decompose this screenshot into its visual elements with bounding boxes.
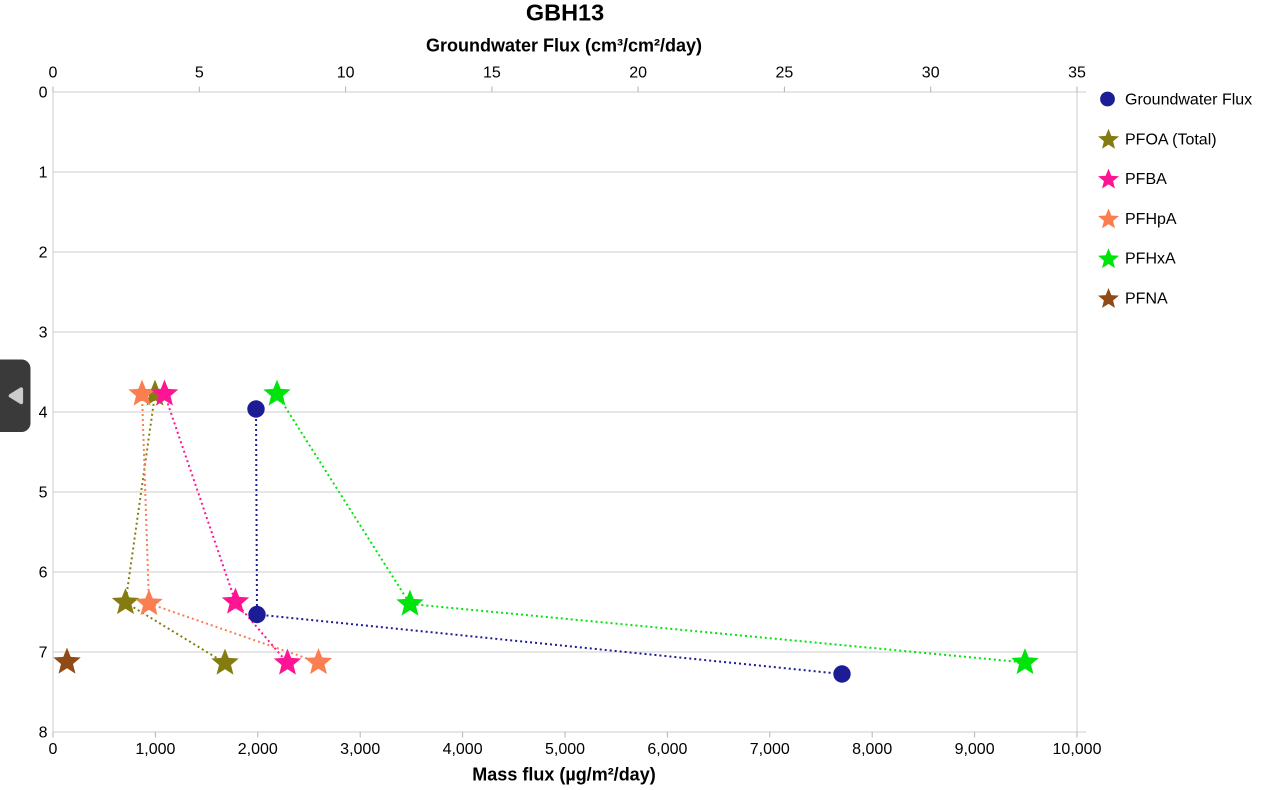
- svg-text:2: 2: [39, 245, 48, 262]
- svg-text:10,000: 10,000: [1053, 741, 1102, 758]
- svg-text:9,000: 9,000: [955, 741, 995, 758]
- svg-text:3,000: 3,000: [340, 741, 380, 758]
- svg-text:25: 25: [776, 65, 794, 82]
- svg-text:20: 20: [629, 65, 647, 82]
- svg-text:Groundwater Flux (cm³/cm²/day): Groundwater Flux (cm³/cm²/day): [426, 36, 702, 56]
- svg-text:5,000: 5,000: [545, 741, 585, 758]
- svg-text:10: 10: [337, 65, 355, 82]
- svg-text:0: 0: [49, 65, 58, 82]
- svg-text:PFHpA: PFHpA: [1125, 211, 1177, 228]
- svg-text:5: 5: [195, 65, 204, 82]
- svg-text:7,000: 7,000: [750, 741, 790, 758]
- svg-text:Mass flux (µg/m²/day): Mass flux (µg/m²/day): [472, 765, 655, 785]
- svg-text:15: 15: [483, 65, 501, 82]
- svg-text:PFBA: PFBA: [1125, 171, 1167, 188]
- svg-text:0: 0: [49, 741, 58, 758]
- svg-text:Groundwater Flux: Groundwater Flux: [1125, 92, 1252, 109]
- svg-text:2,000: 2,000: [238, 741, 278, 758]
- svg-text:35: 35: [1068, 65, 1086, 82]
- svg-text:30: 30: [922, 65, 940, 82]
- svg-text:1,000: 1,000: [135, 741, 175, 758]
- svg-text:GBH13: GBH13: [526, 0, 604, 26]
- svg-text:4,000: 4,000: [443, 741, 483, 758]
- svg-text:7: 7: [39, 645, 48, 662]
- svg-text:0: 0: [39, 85, 48, 102]
- svg-text:1: 1: [39, 165, 48, 182]
- svg-text:4: 4: [39, 405, 48, 422]
- svg-text:PFNA: PFNA: [1125, 291, 1168, 308]
- svg-text:6: 6: [39, 565, 48, 582]
- svg-text:PFOA (Total): PFOA (Total): [1125, 131, 1217, 148]
- svg-text:PFHxA: PFHxA: [1125, 251, 1176, 268]
- svg-text:8: 8: [39, 725, 48, 742]
- svg-text:6,000: 6,000: [647, 741, 687, 758]
- svg-text:8,000: 8,000: [852, 741, 892, 758]
- svg-text:5: 5: [39, 485, 48, 502]
- svg-text:3: 3: [39, 325, 48, 342]
